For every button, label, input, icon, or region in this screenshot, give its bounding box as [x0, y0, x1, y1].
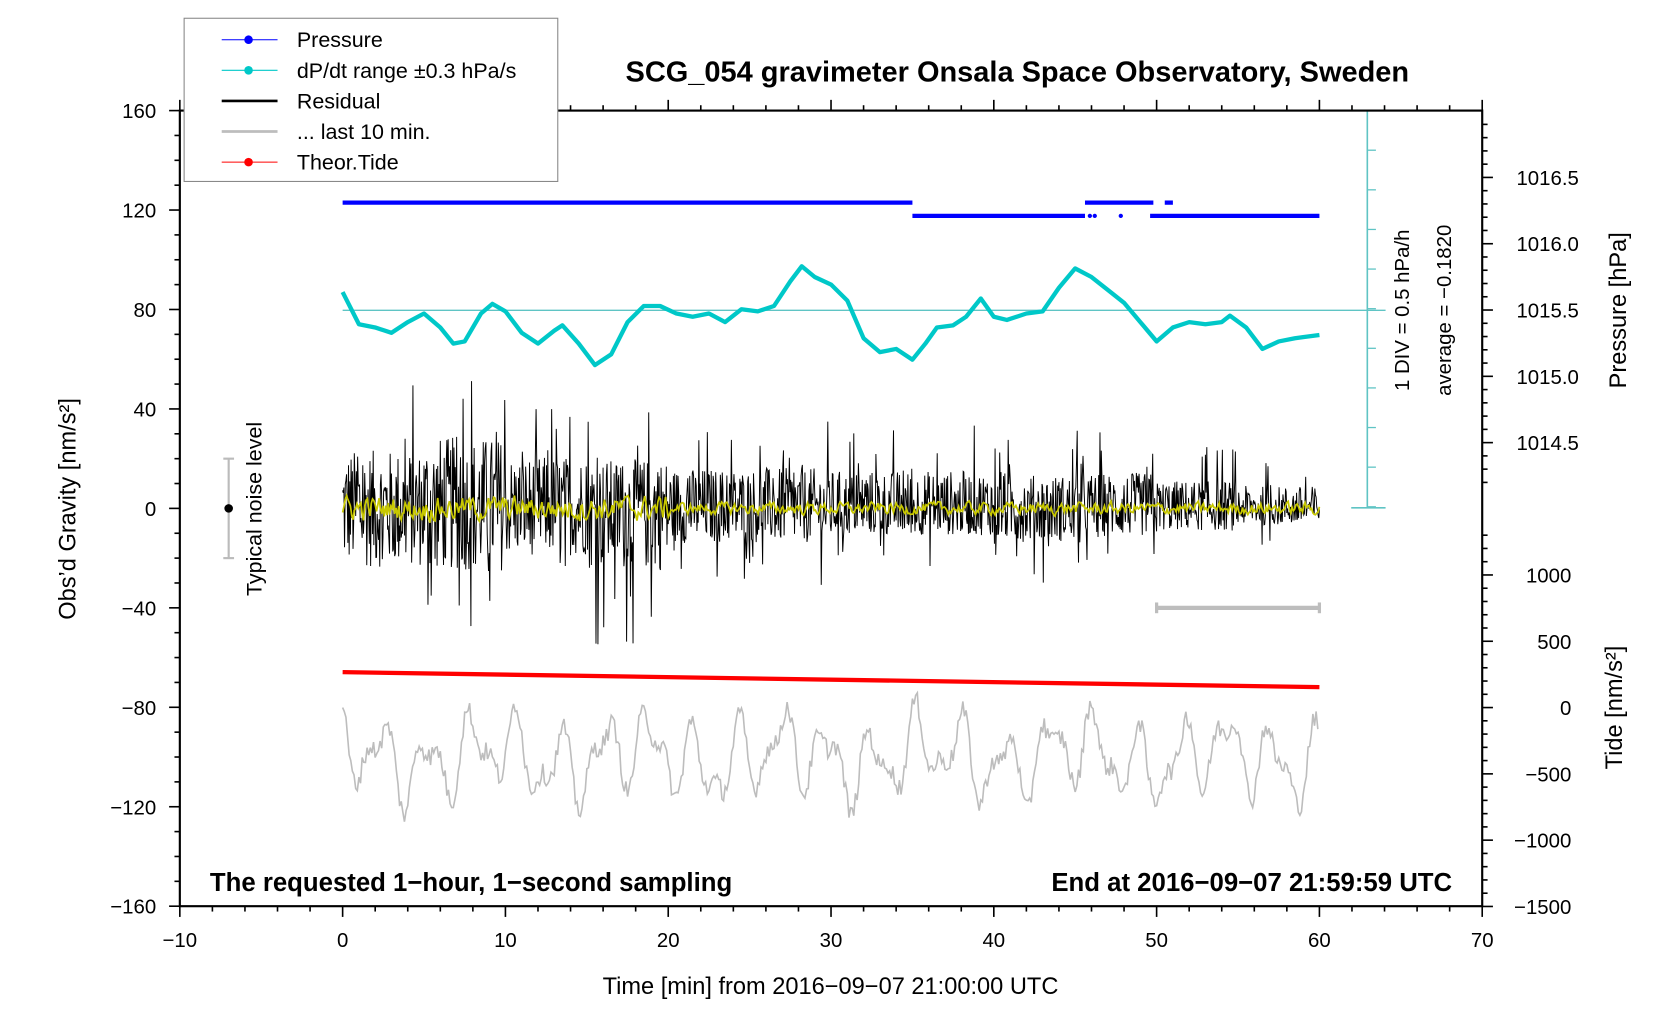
y-tick-label-left: 0 [145, 499, 156, 521]
tide-tick-label: 500 [1537, 632, 1571, 654]
y-tick-label-left: 160 [122, 101, 156, 123]
pressure-tick-label: 1016.5 [1516, 168, 1578, 190]
legend-label: Residual [297, 89, 381, 113]
y-tick-label-left: 120 [122, 201, 156, 223]
dpdt-average-label: average = −0.1820 [1434, 225, 1456, 396]
tide-tick-label: 0 [1560, 698, 1571, 720]
y-tick-label-left: −120 [110, 797, 156, 819]
legend-item: Pressure [221, 28, 383, 52]
noise-level-label: Typical noise level [242, 422, 266, 596]
tide-tick-label: 1000 [1526, 565, 1571, 587]
x-tick-label: 40 [982, 930, 1005, 952]
y-tick-label-left: 40 [134, 399, 157, 421]
noise-level-dot [224, 504, 233, 513]
x-tick-label: 50 [1145, 930, 1168, 952]
pressure-tick-label: 1016.0 [1516, 234, 1578, 256]
pressure-point [1092, 213, 1097, 219]
residual-line [342, 381, 1320, 645]
x-tick-label: −10 [163, 930, 198, 952]
legend-label: ... last 10 min. [297, 120, 431, 144]
x-tick-label: 10 [494, 930, 517, 952]
last-10-min-line [341, 690, 1319, 822]
legend-item: Residual [221, 89, 381, 113]
legend-label: Pressure [297, 28, 383, 52]
pressure-tick-label: 1015.0 [1516, 367, 1578, 389]
legend: Pressure dP/dt range ±0.3 hPa/s Residual..… [183, 17, 559, 182]
legend-item: dP/dt range ±0.3 hPa/s [221, 59, 516, 83]
legend-item: Theor.Tide [221, 151, 399, 175]
y-tick-label-left: −40 [122, 598, 157, 620]
y-axis-title-tide: Tide [nm/s²] [1602, 646, 1628, 770]
y-tick-label-left: −80 [122, 698, 157, 720]
tide-tick-label: −1000 [1514, 831, 1571, 853]
dpdt-line [340, 264, 1320, 368]
y-tick-label-left: 80 [134, 300, 157, 322]
plot-frame [178, 109, 1484, 908]
legend-item: ... last 10 min. [221, 120, 431, 144]
y-tick-label-left: −160 [110, 897, 156, 919]
annotation-bottom-right: End at 2016−09−07 21:59:59 UTC [1051, 869, 1452, 897]
legend-swatch-dot [244, 35, 253, 45]
pressure-tick-label: 1014.5 [1516, 433, 1578, 455]
chart-title: SCG_054 gravimeter Onsala Space Observat… [626, 57, 1410, 89]
x-tick-label: 70 [1471, 930, 1494, 952]
legend-label: Theor.Tide [297, 151, 399, 175]
legend-label: dP/dt range ±0.3 hPa/s [297, 59, 516, 83]
x-tick-label: 20 [657, 930, 680, 952]
y-axis-title-pressure: Pressure [hPa] [1606, 232, 1632, 388]
tide-tick-label: −1500 [1514, 897, 1571, 919]
residual-smoothed-line [341, 493, 1321, 524]
tide-tick-label: −500 [1525, 764, 1571, 786]
x-tick-label: 60 [1308, 930, 1331, 952]
legend-swatch-dot [244, 66, 253, 75]
y-axis-title-left: Obs’d Gravity [nm/s²] [56, 398, 82, 620]
x-axis-title: Time [min] from 2016−09−07 21:00:00 UTC [603, 974, 1059, 1000]
x-tick-label: 30 [820, 930, 843, 952]
x-tick-label: 0 [337, 930, 348, 952]
pressure-point [1087, 213, 1093, 219]
pressure-tick-label: 1015.5 [1516, 301, 1578, 323]
annotation-bottom-left: The requested 1−hour, 1−second sampling [210, 869, 732, 897]
legend-swatch-dot [244, 157, 253, 167]
dpdt-scale-label: 1 DIV = 0.5 hPa/h [1392, 230, 1414, 392]
theor-tide-line [342, 670, 1320, 690]
pressure-point [1118, 213, 1123, 219]
